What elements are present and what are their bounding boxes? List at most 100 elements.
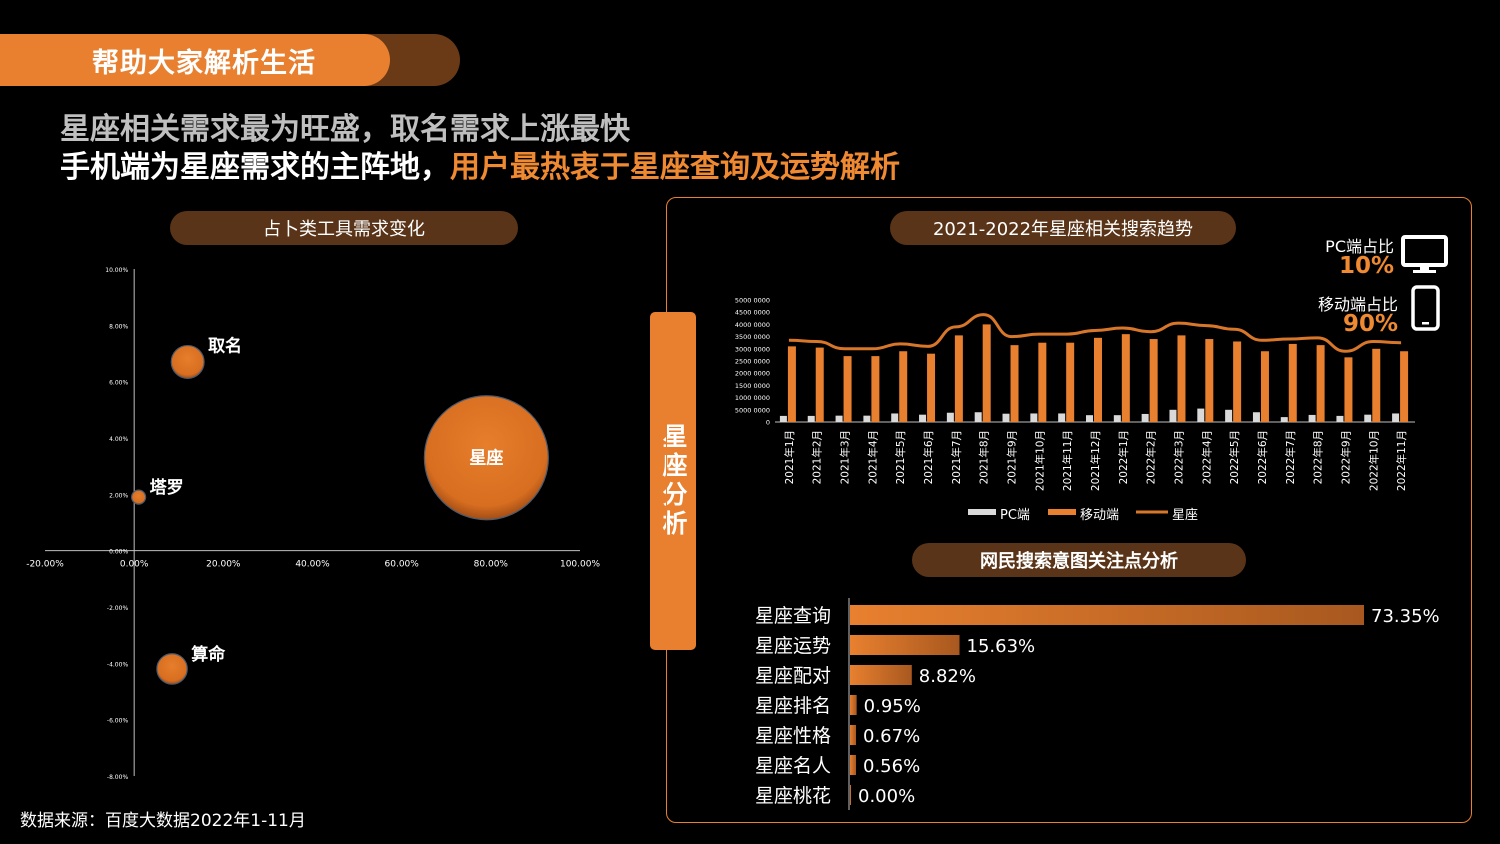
- trend-mobile-bar: [1121, 334, 1130, 422]
- headline-line2: 手机端为星座需求的主阵地，用户最热衷于星座查询及运势解析: [60, 142, 900, 186]
- intent-bar: [850, 695, 857, 715]
- trend-pc-bar: [1030, 413, 1038, 422]
- bubble-point: [131, 489, 147, 505]
- trend-mobile-bar: [1316, 345, 1325, 422]
- trend-x-tick: 2021年4月: [866, 430, 879, 484]
- bubble-point-label: 取名: [208, 336, 242, 357]
- trend-pc-bar: [1392, 413, 1400, 422]
- bubble-chart: -20.00% 0.00% 20.00% 40.00% 60.00% 80.00% 100.…: [26, 267, 600, 781]
- bubble-y-tick: -2.00%: [107, 605, 129, 612]
- intent-bar: [850, 785, 851, 805]
- bubble-x-tick: -20.00%: [26, 560, 64, 570]
- trend-x-tick: 2021年7月: [950, 430, 963, 484]
- trend-y-tick: 1000 0000: [735, 394, 770, 402]
- trend-pc-bar: [974, 412, 982, 422]
- trend-x-tick: 2021年1月: [783, 430, 796, 484]
- side-tab: 星座分析: [650, 312, 696, 650]
- trend-pc-bar: [1364, 414, 1372, 422]
- bubble-x-tick: 40.00%: [295, 560, 330, 570]
- legend-mobile-label: 移动端: [1080, 508, 1119, 523]
- trend-x-tick: 2021年12月: [1089, 430, 1102, 491]
- trend-x-tick: 2022年6月: [1256, 430, 1269, 484]
- trend-pc-bar: [779, 415, 787, 422]
- trend-mobile-bar: [1149, 339, 1158, 422]
- trend-pc-bar: [807, 415, 815, 422]
- bubble-x-tick: 20.00%: [206, 560, 241, 570]
- trend-y-tick: 5000 0000: [735, 406, 770, 414]
- legend-star-label: 星座: [1172, 508, 1198, 523]
- trend-mobile-bar: [787, 346, 796, 422]
- trend-x-tick: 2022年5月: [1228, 430, 1241, 484]
- trend-mobile-bar: [1260, 351, 1269, 422]
- trend-mobile-bar: [1177, 335, 1186, 422]
- trend-pc-bar: [1336, 415, 1344, 422]
- headline-line1: 星座相关需求最为旺盛，取名需求上涨最快: [60, 112, 630, 147]
- bubble-point: [170, 344, 205, 379]
- trend-pc-bar: [1058, 413, 1066, 422]
- pc-share-label: PC端占比: [1325, 237, 1394, 256]
- bubble-x-tick: 100.00%: [560, 560, 600, 570]
- trend-mobile-bar: [899, 351, 908, 422]
- intent-category-label: 星座名人: [755, 755, 831, 777]
- intent-value-label: 0.67%: [863, 726, 920, 747]
- side-tab-label: 星座分析: [659, 423, 688, 539]
- bubble-point-label: 星座: [469, 448, 503, 469]
- trend-mobile-bar: [1205, 339, 1214, 422]
- trend-chart-title: 2021-2022年星座相关搜索趋势: [890, 211, 1236, 245]
- trend-pc-bar: [1197, 408, 1205, 422]
- trend-mobile-bar: [1038, 342, 1047, 422]
- trend-pc-bar: [919, 414, 927, 422]
- trend-y-tick: 3500 0000: [735, 333, 770, 341]
- trend-mobile-bar: [843, 356, 852, 422]
- intent-category-label: 星座排名: [755, 695, 831, 717]
- intent-bar: [850, 665, 912, 685]
- phone-icon: [1411, 285, 1440, 331]
- headline-line2-orange: 用户最热衷于星座查询及运势解析: [450, 150, 900, 185]
- bubble-x-tick: 60.00%: [385, 560, 420, 570]
- monitor-icon: [1401, 235, 1448, 273]
- trend-y-tick: 1500 0000: [735, 382, 770, 390]
- bubble-y-tick: -8.00%: [107, 774, 129, 781]
- trend-x-tick: 2022年11月: [1395, 430, 1408, 491]
- trend-mobile-bar: [871, 356, 880, 422]
- trend-x-tick: 2022年4月: [1200, 430, 1213, 484]
- headline-line2-white: 手机端为星座需求的主阵地，: [60, 150, 450, 185]
- intent-value-label: 73.35%: [1371, 606, 1440, 627]
- trend-x-tick: 2021年11月: [1061, 430, 1074, 491]
- intent-category-label: 星座运势: [755, 635, 831, 657]
- bubble-chart-title: 占卜类工具需求变化: [170, 211, 518, 245]
- bubble-point: [156, 653, 188, 685]
- trend-mobile-bar: [1094, 337, 1102, 422]
- trend-pc-bar: [891, 413, 899, 422]
- trend-pc-bar: [946, 412, 954, 422]
- trend-pc-bar: [863, 415, 871, 422]
- intent-value-label: 0.56%: [863, 756, 920, 777]
- trend-mobile-bar: [1372, 348, 1381, 422]
- intent-category-label: 星座查询: [755, 605, 831, 627]
- trend-mobile-bar: [1066, 342, 1075, 422]
- pc-share-value: 10%: [1338, 253, 1394, 279]
- intent-bar: [850, 635, 960, 655]
- trend-mobile-bar: [1010, 345, 1019, 422]
- data-source: 数据来源：百度大数据2022年1-11月: [20, 811, 306, 831]
- intent-value-label: 0.00%: [858, 786, 915, 807]
- trend-x-tick: 2021年5月: [894, 430, 907, 484]
- intent-chart: 星座查询 73.35% 星座运势 15.63% 星座配对 8.82% 星座排名 0.95% 星座…: [755, 598, 1440, 810]
- bubble-y-tick: 4.00%: [109, 436, 128, 443]
- trend-mobile-bar: [1288, 343, 1297, 422]
- trend-x-tick: 2022年1月: [1117, 430, 1130, 484]
- intent-value-label: 8.82%: [919, 666, 976, 687]
- trend-y-tick: 5000 0000: [735, 297, 770, 305]
- trend-mobile-bar: [927, 353, 936, 422]
- trend-x-tick: 2021年9月: [1006, 430, 1019, 484]
- intent-bar: [850, 605, 1364, 625]
- trend-x-tick: 2022年9月: [1339, 430, 1352, 484]
- trend-x-tick: 2022年10月: [1367, 430, 1380, 491]
- trend-x-tick: 2022年7月: [1284, 430, 1297, 484]
- trend-y-tick: 3000 0000: [735, 345, 770, 353]
- trend-y-tick: 0: [766, 419, 770, 427]
- bubble-y-tick: 2.00%: [109, 492, 128, 499]
- trend-mobile-bar: [1400, 351, 1409, 422]
- intent-category-label: 星座桃花: [755, 785, 831, 807]
- trend-x-tick: 2021年10月: [1033, 430, 1046, 491]
